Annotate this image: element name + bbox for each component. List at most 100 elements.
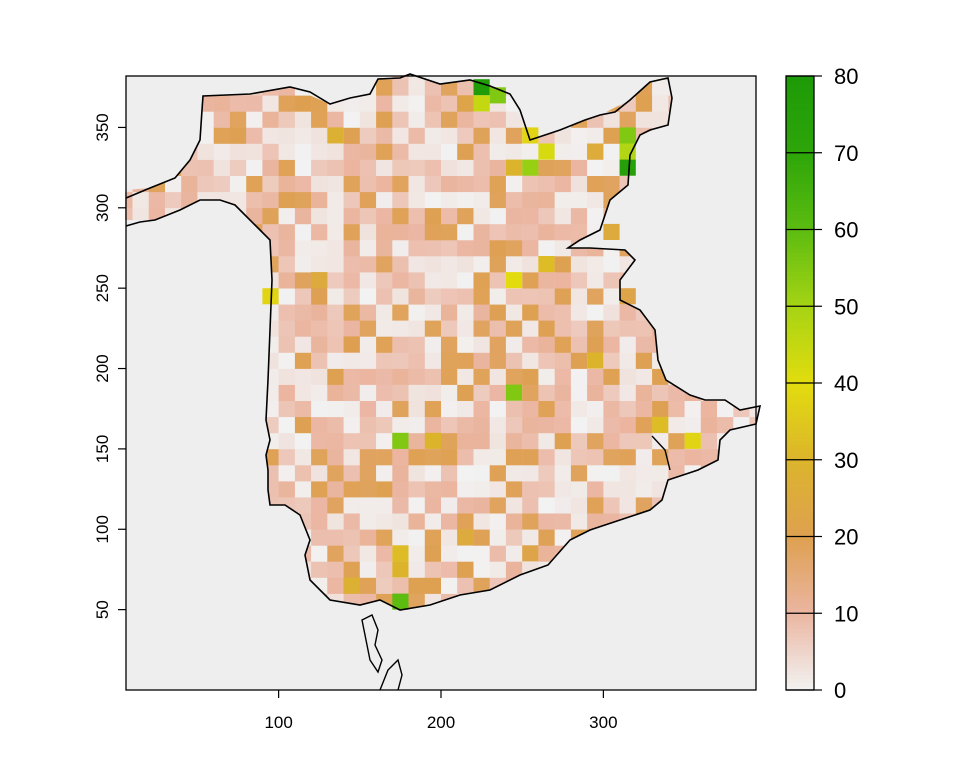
heat-cell	[343, 111, 361, 128]
heat-cell	[294, 336, 312, 353]
heat-cell	[684, 400, 702, 418]
colorbar-segment	[786, 444, 814, 449]
heat-cell	[311, 400, 328, 418]
heat-cell	[343, 481, 361, 498]
heat-cell	[278, 320, 296, 337]
heat-cell	[294, 175, 312, 193]
heat-cell	[489, 111, 507, 128]
heat-cell	[327, 288, 344, 305]
heat-cell	[441, 159, 458, 176]
heat-cell	[262, 111, 279, 128]
heat-cell	[376, 79, 393, 96]
heat-cell	[424, 95, 442, 112]
heat-cell	[359, 400, 377, 418]
colorbar-segment	[786, 628, 814, 633]
heat-cell	[424, 481, 442, 498]
heat-cell	[570, 513, 588, 530]
heat-cell	[408, 111, 425, 128]
heat-cell	[700, 448, 718, 466]
heat-cell	[554, 127, 572, 144]
heat-cell	[473, 497, 490, 514]
colorbar-segment	[786, 421, 814, 426]
heat-cell	[505, 497, 523, 514]
heat-cell	[489, 143, 507, 160]
heat-cell	[441, 207, 458, 225]
colorbar-segment	[786, 287, 814, 292]
heat-cell	[570, 191, 588, 209]
heat-cell	[457, 256, 474, 273]
heat-cell	[294, 239, 312, 257]
heat-cell	[489, 352, 507, 369]
heat-cell	[424, 400, 442, 418]
heat-cell	[505, 223, 523, 241]
colorbar-segment	[786, 613, 814, 618]
heat-cell	[489, 191, 507, 209]
heat-cell	[505, 143, 523, 160]
heat-cell	[522, 529, 539, 546]
colorbar-segment	[786, 179, 814, 184]
heat-cell	[457, 111, 474, 128]
heat-cell	[570, 432, 588, 450]
heat-cell	[619, 497, 637, 514]
heat-cell	[359, 448, 377, 466]
colorbar-segment	[786, 655, 814, 660]
heat-cell	[424, 159, 442, 176]
heat-cell	[505, 368, 523, 385]
heat-cell	[603, 497, 620, 514]
heat-cell	[376, 561, 393, 578]
heat-cell	[376, 513, 393, 530]
hotspot-cell	[619, 127, 636, 144]
heat-cell	[359, 320, 377, 337]
heat-cell	[489, 545, 507, 562]
heat-cell	[473, 577, 490, 594]
colorbar-segment	[786, 390, 814, 396]
heat-cell	[294, 352, 312, 369]
colorbar-segment	[786, 686, 814, 691]
heat-cell	[392, 465, 409, 482]
heat-cell	[359, 416, 377, 434]
heat-cell	[408, 223, 425, 241]
heat-cell	[294, 191, 312, 209]
heat-cell	[278, 368, 296, 385]
heat-cell	[294, 304, 312, 321]
heat-cell	[603, 336, 620, 353]
heat-cell	[343, 320, 361, 337]
heat-cell	[408, 513, 425, 530]
heat-cell	[392, 207, 409, 225]
colorbar-segment	[786, 643, 814, 649]
heat-cell	[619, 448, 637, 466]
heat-cell	[125, 207, 133, 225]
heat-cell	[441, 143, 458, 160]
heat-cell	[327, 207, 344, 225]
heat-cell	[392, 416, 409, 434]
heat-cell	[148, 191, 166, 209]
heat-cell	[392, 127, 409, 144]
colorbar-segment	[786, 513, 814, 518]
colorbar-segment	[786, 682, 814, 687]
heat-cell	[635, 465, 653, 482]
heat-cell	[457, 175, 474, 193]
colorbar-segment	[786, 482, 814, 488]
colorbar-segment	[786, 194, 814, 200]
heat-cell	[327, 545, 344, 562]
heat-cell	[327, 481, 344, 498]
heat-cell	[392, 143, 409, 160]
heat-cell	[294, 432, 312, 450]
heat-cell	[587, 256, 604, 273]
heat-cell	[587, 448, 604, 466]
heat-cell	[538, 465, 555, 482]
heat-cell	[538, 207, 555, 225]
heat-cell	[505, 545, 523, 562]
heat-cell	[554, 400, 572, 418]
heat-cell	[262, 95, 279, 112]
colorbar-segment	[786, 578, 814, 584]
heat-cell	[424, 448, 442, 466]
heat-cell	[311, 481, 328, 498]
heat-cell	[570, 336, 588, 353]
heat-cell	[522, 304, 539, 321]
heat-cell	[570, 320, 588, 337]
colorbar-segment	[786, 367, 814, 372]
heat-cell	[587, 400, 604, 418]
colorbar-segment	[786, 674, 814, 679]
heat-cell	[489, 272, 507, 289]
